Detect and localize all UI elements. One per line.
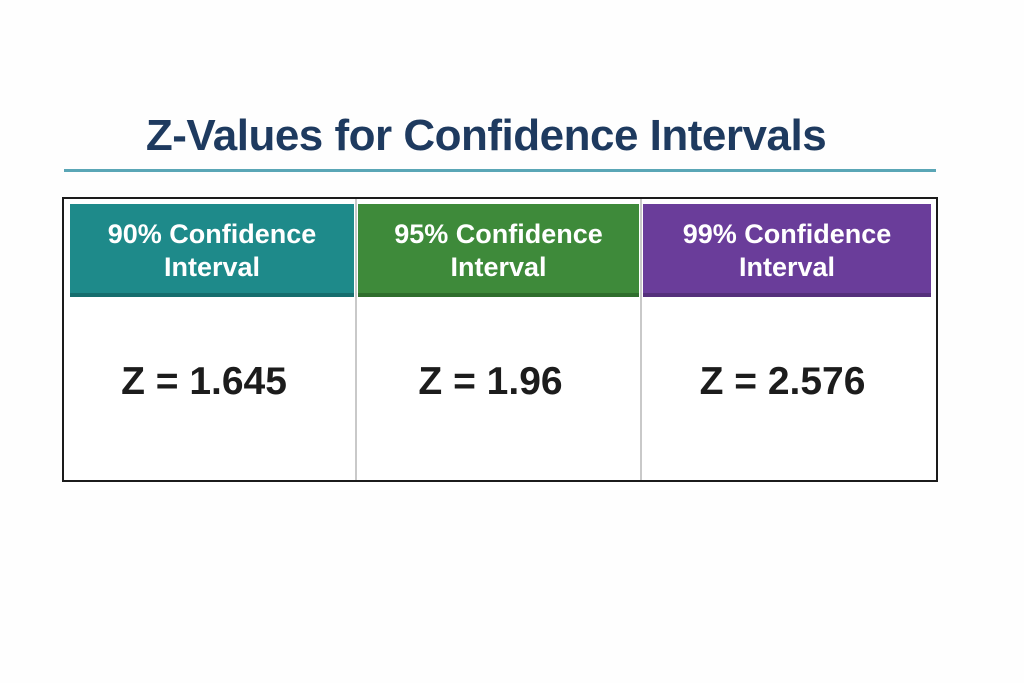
- z-value-90: Z = 1.645: [121, 360, 287, 403]
- column-header-95: 95% Confidence Interval: [358, 204, 639, 297]
- column-header-90: 90% Confidence Interval: [70, 204, 354, 297]
- column-divider: [355, 199, 357, 480]
- column-95: 95% Confidence Interval Z = 1.96: [356, 199, 641, 480]
- z-value-99: Z = 2.576: [699, 360, 866, 403]
- column-divider: [640, 199, 642, 480]
- page-title: Z-Values for Confidence Intervals: [145, 111, 827, 160]
- column-90: 90% Confidence Interval Z = 1.645: [64, 199, 356, 480]
- z-value-95: Z = 1.96: [418, 360, 563, 403]
- title-underline: [64, 169, 936, 172]
- column-header-99: 99% Confidence Interval: [643, 204, 931, 297]
- column-header-99-label: 99% Confidence Interval: [682, 218, 892, 282]
- column-header-95-label: 95% Confidence Interval: [394, 218, 603, 282]
- column-header-90-label: 90% Confidence Interval: [107, 218, 317, 282]
- z-value-table: 90% Confidence Interval Z = 1.645 95% Co…: [62, 197, 938, 482]
- column-99: 99% Confidence Interval Z = 2.576: [641, 199, 936, 480]
